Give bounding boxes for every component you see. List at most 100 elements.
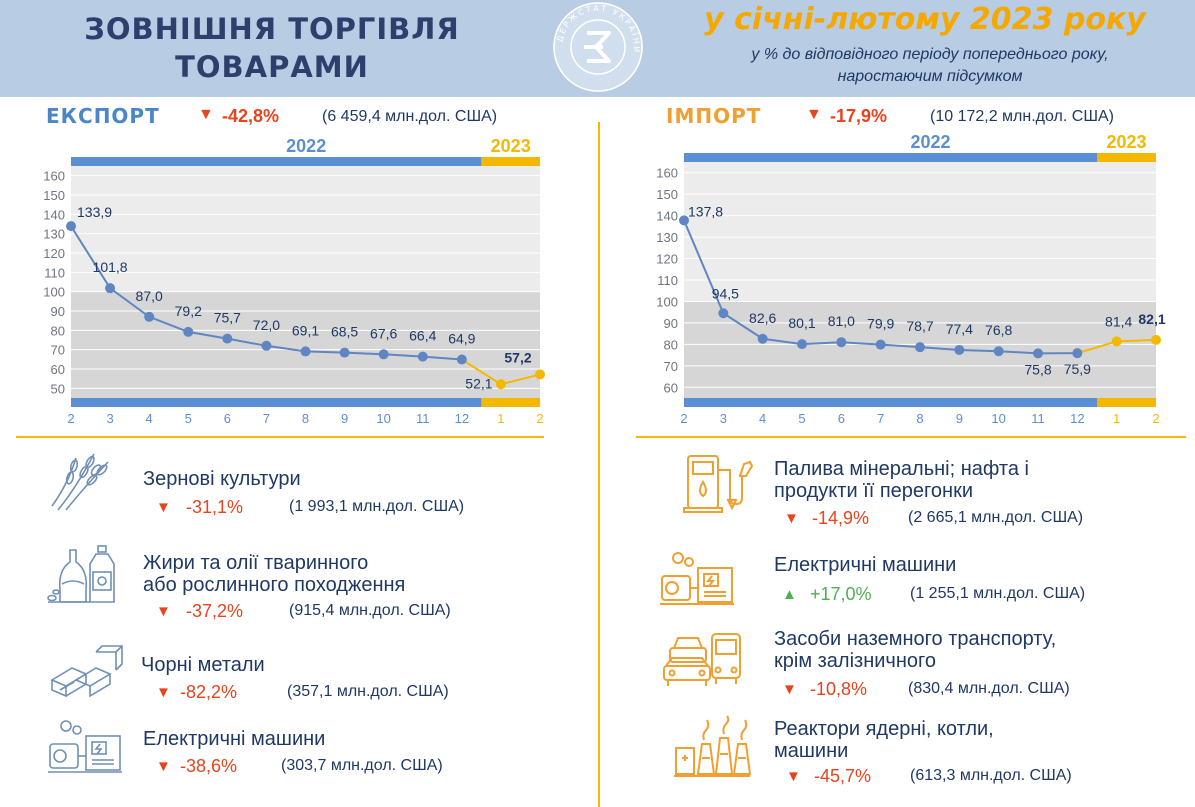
import-y-tick-label: 100 [656,294,678,309]
export-data-label: 133,9 [77,204,112,220]
import-year-bar-2023-bottom [1097,398,1156,407]
export-data-label: 66,4 [409,328,436,344]
export-data-point [495,379,506,390]
import-year-label-2022: 2022 [910,132,950,152]
import-data-label: 79,9 [867,316,894,332]
export-y-tick-label: 90 [51,304,65,319]
import-item-name-line-2: машини [774,740,849,762]
import-item-stats: ▲ +17,0% (1 255,1 млн.дол. США) [782,584,1182,606]
import-data-point [1151,334,1161,345]
decline-arrow-icon: ▼ [782,681,797,698]
import-x-tick-label: 9 [956,411,963,426]
import-year-bar-2022-top [684,153,1097,162]
export-data-point [339,347,350,358]
import-item-name: Електричні машини [774,554,957,576]
decline-arrow-icon: ▼ [156,684,171,701]
import-data-label: 137,8 [688,203,723,219]
export-item-name: Жири та олії тваринного або рослинного п… [143,552,405,596]
electric-machine-icon [48,720,122,773]
derzhstat-logo-icon: ДЕРЖСТАТ УКРАЇНИ [553,2,643,92]
import-x-tick-label: 5 [798,411,805,426]
export-year-label-2022: 2022 [286,136,326,156]
export-item-name: Чорні метали [141,654,265,676]
import-y-tick-label: 150 [656,187,678,202]
export-x-tick-label: 8 [302,411,309,426]
export-y-tick-label: 130 [43,227,65,242]
import-item-name: Палива мінеральні; нафта і продукти її п… [774,458,1029,502]
export-y-tick-label: 150 [43,188,65,203]
import-item-land-vehicles: Засоби наземного транспорту, крім залізн… [662,626,1190,699]
import-y-tick-label: 90 [664,316,678,331]
period-subtitle: у % до відповідного періоду попереднього… [700,44,1160,88]
import-data-label: 81,4 [1105,313,1132,329]
export-year-bar-2023-top [481,157,540,166]
import-item-change: -10,8% [810,679,868,699]
import-data-label: 82,1 [1138,311,1165,327]
export-y-tick-label: 100 [43,285,65,300]
import-data-point [1111,336,1122,347]
export-item-stats: ▼ -38,6% (303,7 млн.дол. США) [156,756,586,778]
import-data-point [797,339,807,350]
import-x-tick-label: 10 [991,411,1005,426]
import-data-label: 78,7 [906,318,933,334]
reactor-plant-icon [674,715,752,777]
import-data-point [679,215,689,226]
export-x-tick-label: 2 [67,411,74,426]
export-data-label: 67,6 [370,325,397,341]
import-chart: 60 70 80 90 100 110 120 130 140 150 160 2022 2023 2 3 4… [644,128,1166,428]
vertical-divider [598,122,600,807]
export-year-bar-2022-bottom [71,398,482,407]
import-y-tick-label: 80 [664,337,678,352]
import-item-stats: ▼ -14,9% (2 665,1 млн.дол. США) [784,508,1184,530]
export-item-stats: ▼ -82,2% (357,1 млн.дол. США) [156,682,586,704]
export-y-tick-label: 140 [43,207,65,222]
export-x-tick-label: 5 [185,411,192,426]
export-item-name-line-1: Жири та олії тваринного [143,552,369,574]
export-year-bar-2023-bottom [481,398,540,407]
export-item-change: -38,6% [180,756,238,776]
import-item-amount: (830,4 млн.дол. США) [908,680,1070,697]
import-x-tick-label: 1 [1113,411,1120,426]
export-data-point [66,221,76,232]
import-summary: ІМПОРТ ▼ -17,9% (10 172,2 млн.дол. США) [666,104,1186,130]
export-item-amount: (915,4 млн.дол. США) [289,602,451,619]
import-item-change: -45,7% [814,766,872,786]
export-x-tick-label: 12 [455,411,469,426]
import-change: -17,9% [830,106,888,126]
import-x-tick-label: 11 [1031,411,1045,426]
page-title: ЗОВНІШНЯ ТОРГІВЛЯ ТОВАРАМИ [22,10,522,86]
import-data-point [875,339,886,350]
export-y-tick-label: 110 [44,265,65,280]
export-x-tick-label: 9 [341,411,348,426]
export-data-point [300,346,311,357]
subtitle-line-1: у % до відповідного періоду попереднього… [751,46,1109,63]
import-item-reactors: Реактори ядерні, котли, машини ▼ -45,7% … [672,714,1190,786]
import-item-amount: (2 665,1 млн.дол. США) [908,509,1084,526]
import-data-label: 76,8 [985,322,1012,338]
export-data-label: 52,1 [465,375,492,391]
export-plot-bg-lower [71,291,540,398]
header-banner: ЗОВНІШНЯ ТОРГІВЛЯ ТОВАРАМИ ДЕРЖСТАТ УКРА… [0,0,1195,97]
import-x-tick-label: 6 [838,411,845,426]
import-item-stats: ▼ -10,8% (830,4 млн.дол. США) [782,679,1182,701]
export-item-change: -37,2% [186,601,244,621]
export-item-stats: ▼ -37,2% (915,4 млн.дол. США) [156,601,586,623]
decline-arrow-icon: ▼ [784,510,799,527]
export-data-point [456,354,467,365]
import-x-tick-label: 7 [877,411,884,426]
electric-machine-icon [660,552,734,605]
export-item-name: Електричні машини [143,728,326,750]
import-x-tick-label: 12 [1070,411,1084,426]
import-data-label: 75,9 [1064,361,1091,377]
export-data-point [144,311,155,322]
decline-arrow-icon: ▼ [786,768,801,785]
export-year-bar-2022-top [71,157,482,166]
import-data-label: 77,4 [946,321,973,337]
import-x-tick-label: 3 [720,411,727,426]
import-y-tick-label: 160 [656,166,678,181]
export-data-label: 79,2 [175,303,202,319]
export-divider [16,436,544,438]
import-x-tick-label: 2 [1152,411,1159,426]
import-y-tick-label: 120 [656,252,678,267]
export-plot-bg-upper [71,166,540,292]
